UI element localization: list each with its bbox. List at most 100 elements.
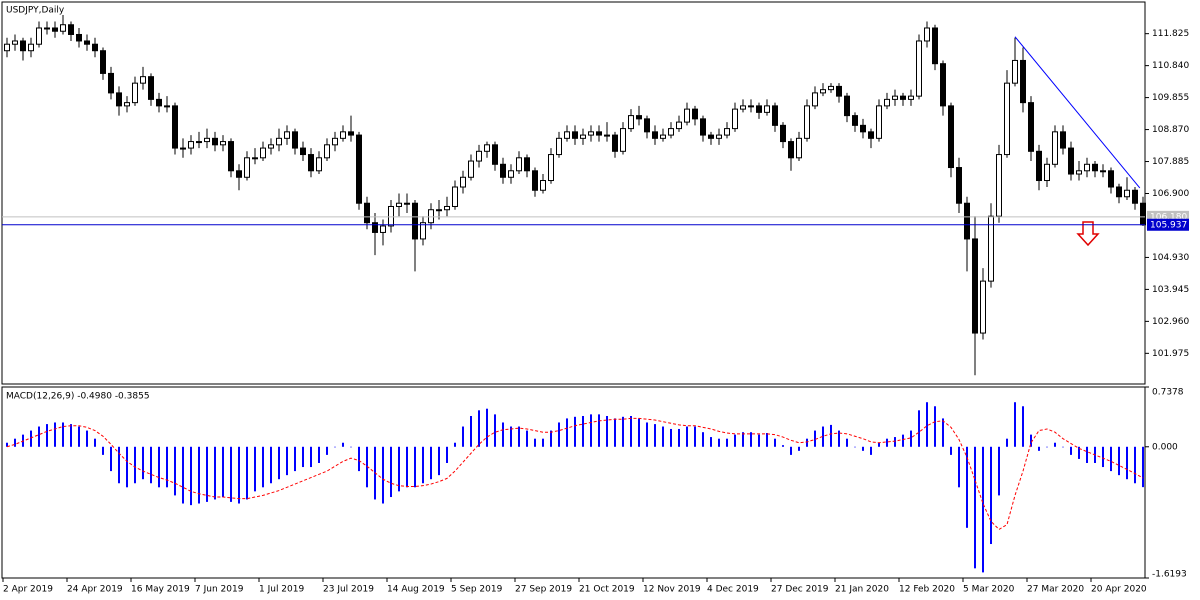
macd-bar [998, 446, 1000, 496]
macd-bar [718, 438, 720, 447]
main-panel [1, 1, 1146, 385]
candle-body [1108, 170, 1114, 188]
candle-body [172, 105, 178, 149]
candle-body [980, 280, 986, 334]
candle-body [508, 170, 514, 178]
macd-bar [750, 432, 752, 447]
candle-body [972, 238, 978, 334]
x-tick-label: 27 Sep 2019 [515, 585, 572, 595]
candle-body [764, 105, 770, 113]
candle-body [868, 131, 874, 139]
candle-body [68, 24, 74, 35]
candle-body [452, 186, 458, 207]
y-tick-label: 0.000 [1152, 442, 1178, 452]
macd-bar [742, 432, 744, 447]
macd-bar [1038, 446, 1040, 451]
macd-bar [902, 434, 904, 447]
macd-bar [494, 414, 496, 447]
macd-bar [1110, 446, 1112, 472]
macd-bar [46, 424, 48, 447]
candle-body [468, 160, 474, 178]
x-tick-label: 23 Jul 2019 [323, 585, 374, 595]
candle-body [1052, 131, 1058, 165]
macd-bar [862, 446, 864, 451]
macd-bar [694, 426, 696, 447]
macd-bar [926, 402, 928, 447]
macd-bar [550, 430, 552, 447]
y-tick-label: 104.930 [1152, 253, 1189, 263]
candle-body [164, 105, 170, 108]
candle-body [916, 40, 922, 97]
down-arrow [1076, 221, 1100, 247]
candle-body [988, 215, 994, 282]
macd-bar [118, 446, 120, 484]
candle-body [1068, 147, 1074, 175]
candle-body [588, 131, 594, 136]
macd-bar [582, 415, 584, 447]
candle-body [1092, 163, 1098, 172]
macd-bar [894, 437, 896, 447]
y-tick-label: 110.840 [1152, 61, 1189, 71]
macd-bar [526, 430, 528, 447]
macd-bar [958, 446, 960, 488]
candle-body [796, 137, 802, 159]
macd-bar [182, 446, 184, 504]
macd-bar [774, 438, 776, 447]
candle-body [420, 222, 426, 240]
macd-bar [230, 446, 232, 502]
y-tick-label: 101.975 [1152, 349, 1189, 359]
candle-body [1076, 170, 1082, 175]
macd-bar [1086, 446, 1088, 463]
candle-body [1060, 131, 1066, 149]
candle-body [156, 98, 162, 107]
candle-body [876, 105, 882, 139]
candle-body [292, 131, 298, 149]
candle-body [444, 205, 450, 211]
macd-bar [246, 446, 248, 500]
x-tick-label: 27 Mar 2020 [1027, 585, 1084, 595]
macd-bar [558, 422, 560, 447]
macd-bar [990, 446, 992, 545]
candle-body [1028, 102, 1034, 152]
candle-body [716, 134, 722, 139]
candle-body [260, 147, 266, 159]
macd-bar [286, 446, 288, 476]
candle-body [228, 141, 234, 172]
y-tick-label: 103.945 [1152, 285, 1189, 295]
macd-bar [206, 446, 208, 502]
macd-bar [918, 410, 920, 447]
macd-bar [270, 446, 272, 484]
candle-body [620, 128, 626, 152]
macd-bar [1054, 442, 1056, 447]
candle-body [924, 27, 930, 42]
macd-bar [830, 424, 832, 447]
y-tick-label: 109.855 [1152, 93, 1189, 103]
macd-bar [430, 446, 432, 480]
y-tick-label: 108.870 [1152, 125, 1189, 135]
macd-bar [662, 426, 664, 447]
candle-body [612, 134, 618, 152]
price-label: 106.180 [1150, 212, 1187, 222]
candle-body [84, 40, 90, 45]
candle-body [836, 85, 842, 97]
candle-body [940, 63, 946, 107]
macd-bar [790, 446, 792, 455]
macd-bar [806, 438, 808, 447]
macd-bar [1062, 446, 1064, 448]
candle-body [820, 89, 826, 94]
candle-body [532, 170, 538, 191]
candle-body [556, 137, 562, 156]
candle-body [476, 150, 482, 162]
candle-body [244, 157, 250, 178]
candle-body [660, 134, 666, 139]
x-tick-label: 16 May 2019 [131, 585, 190, 595]
macd-bar [1078, 446, 1080, 459]
macd-bar [158, 446, 160, 488]
candle-body [1036, 150, 1042, 182]
y-tick-label: 106.900 [1152, 189, 1189, 199]
macd-bar [254, 446, 256, 492]
candle-body [956, 167, 962, 204]
macd-bar [822, 426, 824, 447]
macd-bar [166, 446, 168, 488]
candle-body [852, 115, 858, 126]
